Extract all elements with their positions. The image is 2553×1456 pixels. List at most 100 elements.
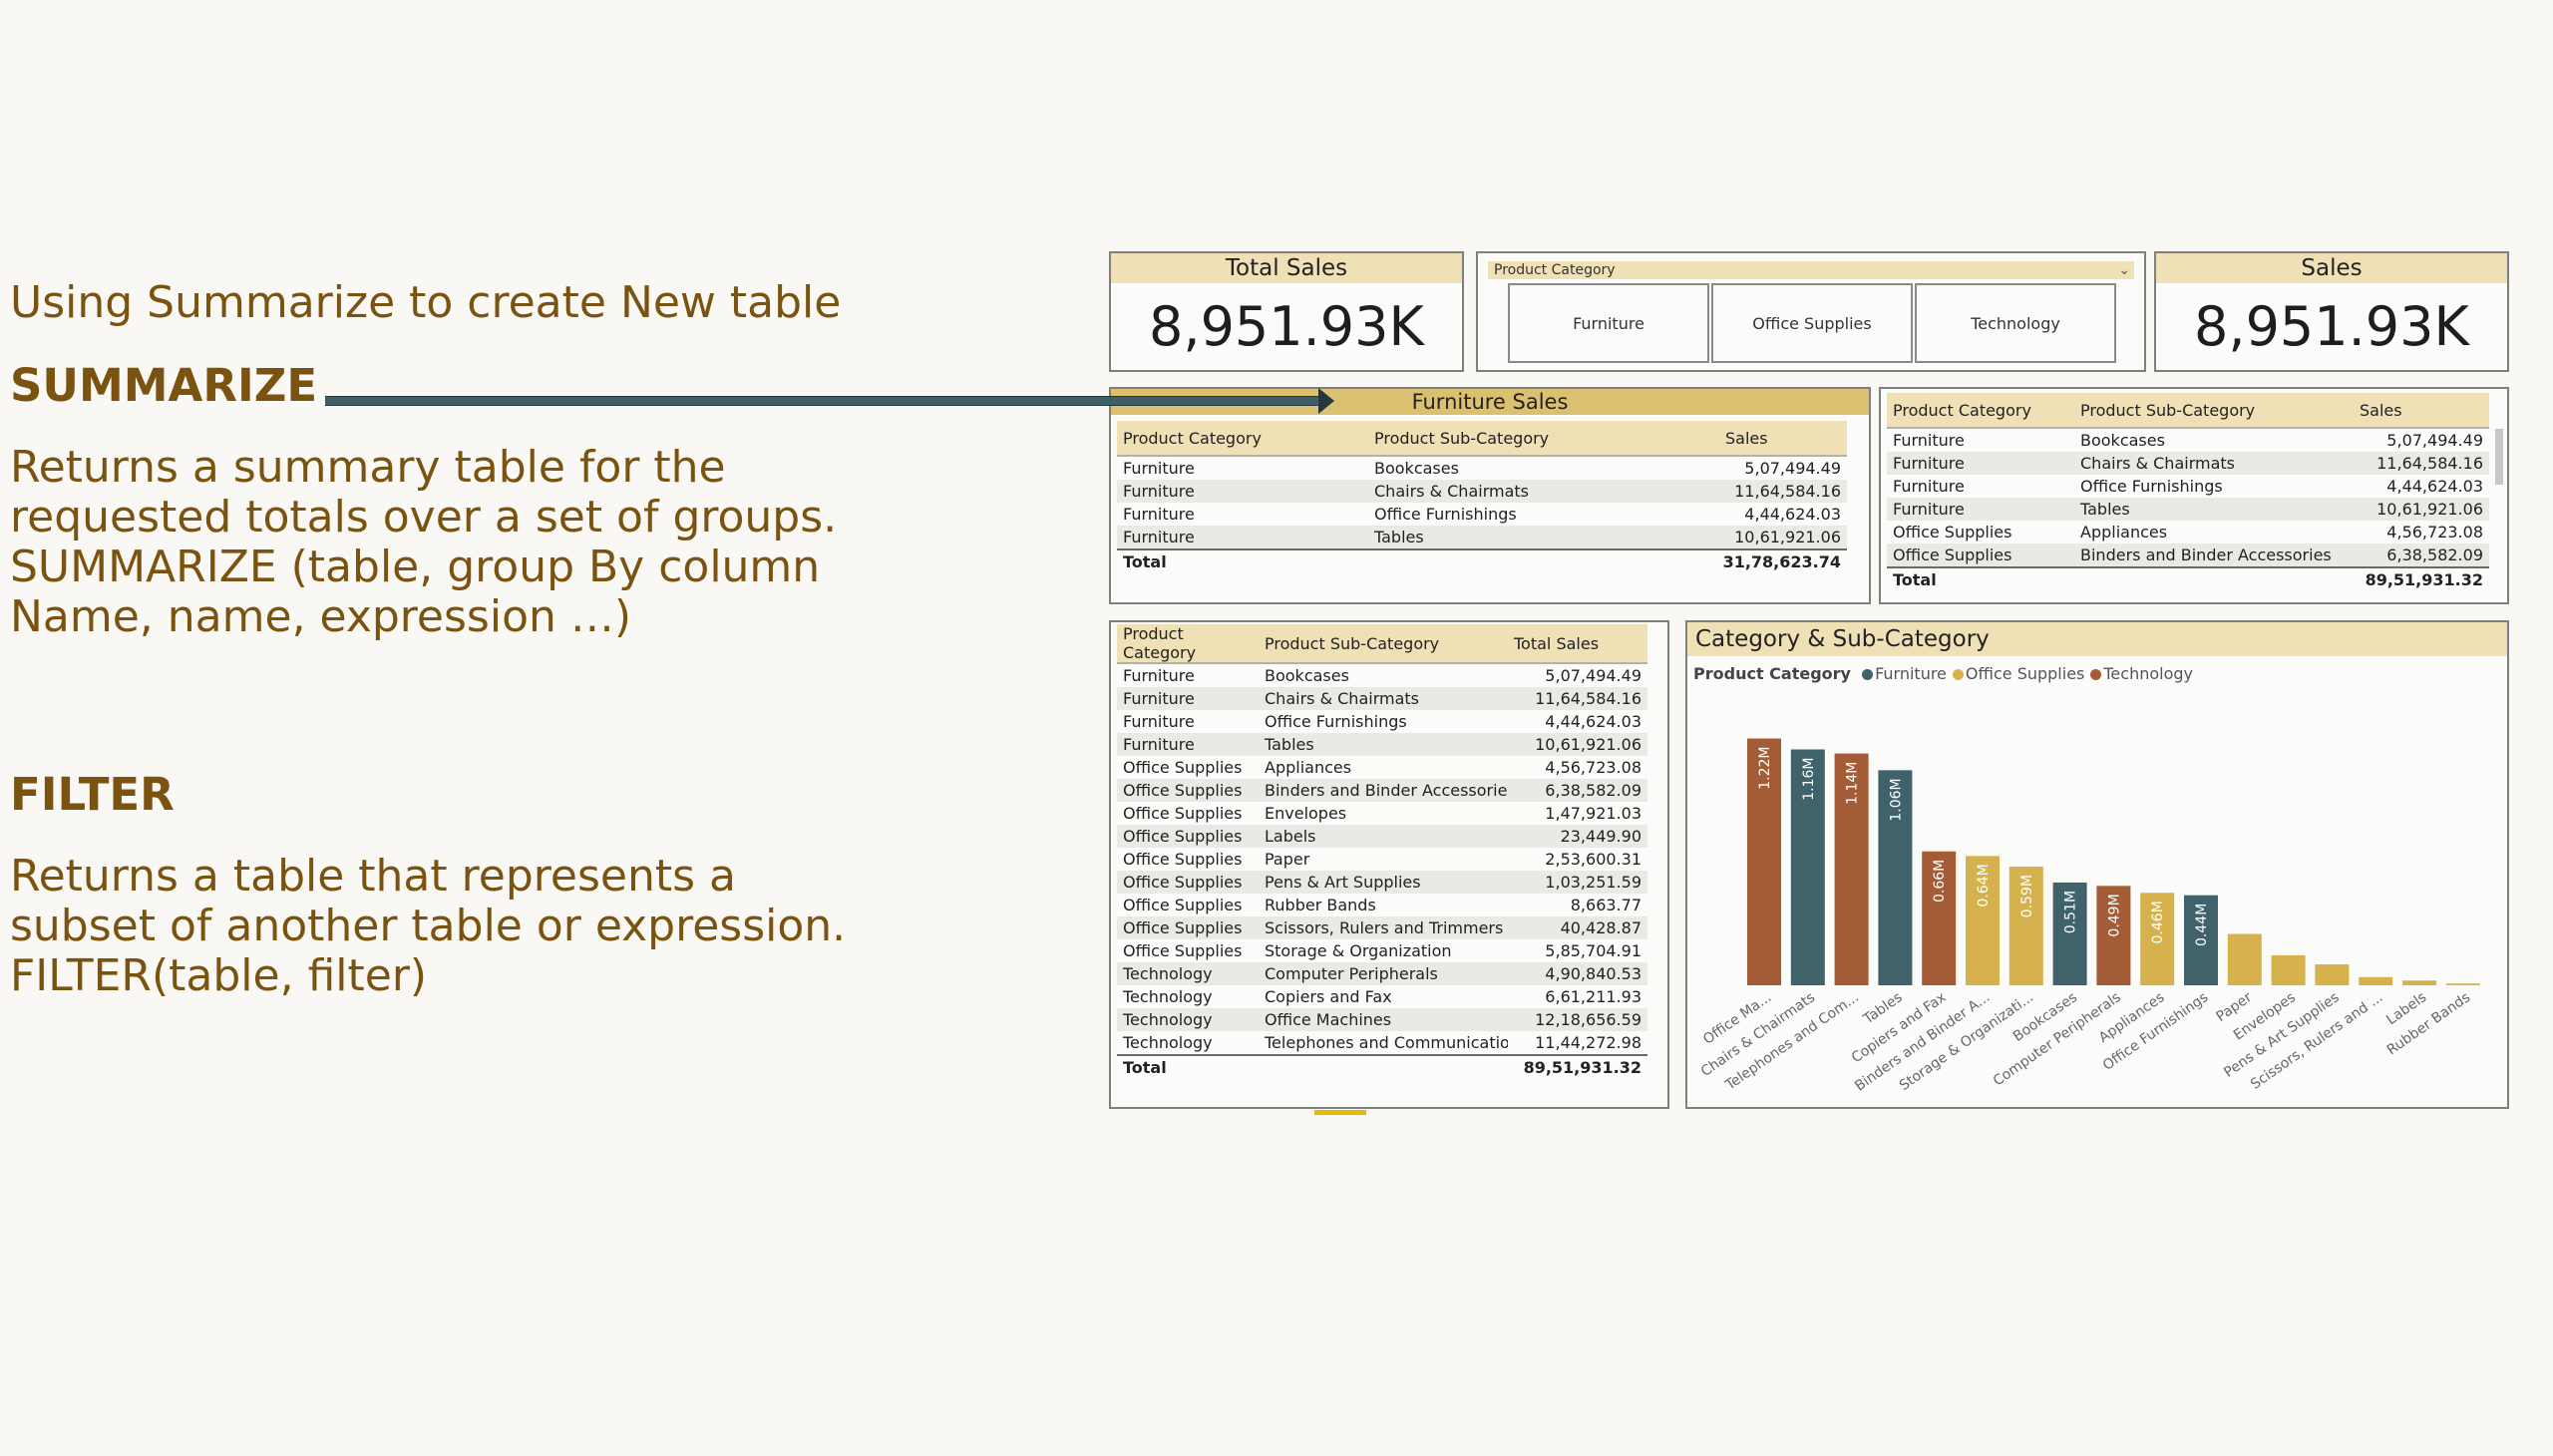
table-row[interactable]: Office Supplies Binders and Binder Access… <box>1117 779 1647 802</box>
slicer-option-technology[interactable]: Technology <box>1915 283 2116 363</box>
table-row[interactable]: Technology Telephones and Communication 11… <box>1117 1031 1647 1055</box>
chart-bar[interactable] <box>1878 770 1913 985</box>
category-sales-visual[interactable]: Product Category Product Sub-Category Sa… <box>1879 387 2509 604</box>
sales-cell: 1,47,921.03 <box>1545 804 1641 823</box>
table-row[interactable]: Furniture Office Furnishings 4,44,624.03 <box>1117 503 1847 526</box>
subcategory-cell: Chairs & Chairmats <box>1368 480 1667 503</box>
chart-bar[interactable] <box>2140 893 2175 985</box>
table-row[interactable]: Furniture Office Furnishings 4,44,624.03 <box>1887 475 2489 498</box>
table-row[interactable]: Furniture Office Furnishings 4,44,624.03 <box>1117 710 1647 733</box>
table-row[interactable]: Office Supplies Appliances 4,56,723.08 <box>1887 521 2489 544</box>
total-row: Total 89,51,931.32 <box>1117 1054 1647 1079</box>
chart-bar[interactable] <box>2052 882 2087 985</box>
chart-bar[interactable] <box>2227 933 2262 985</box>
table-row[interactable]: Furniture Bookcases 5,07,494.49 <box>1117 663 1647 687</box>
category-cell: Office Supplies <box>1887 544 2074 567</box>
total-row: Total 89,51,931.32 <box>1887 566 2489 591</box>
table-row[interactable]: Furniture Tables 10,61,921.06 <box>1887 498 2489 521</box>
chart-bar[interactable] <box>1790 749 1825 985</box>
column-header[interactable]: Sales <box>1667 421 1847 457</box>
category-cell: Technology <box>1123 1033 1213 1052</box>
table-row[interactable]: Office Supplies Paper 2,53,600.31 <box>1117 848 1647 871</box>
table-row[interactable]: Office Supplies Envelopes 1,47,921.03 <box>1117 802 1647 825</box>
filter-description: Returns a table that represents a subset… <box>10 852 846 1001</box>
chart-bar[interactable] <box>2315 964 2350 985</box>
table-row[interactable]: Furniture Bookcases 5,07,494.49 <box>1117 456 1847 480</box>
chart-bar[interactable] <box>1747 738 1781 985</box>
sales-cell: 5,85,704.91 <box>1545 941 1641 960</box>
column-header[interactable]: Total Sales <box>1508 624 1647 664</box>
column-header[interactable]: Product Sub-Category <box>1259 624 1508 664</box>
table-row[interactable]: Furniture Tables 10,61,921.06 <box>1117 733 1647 756</box>
category-cell: Office Supplies <box>1117 871 1259 894</box>
total-value: 89,51,931.32 <box>1508 1054 1647 1079</box>
table-row[interactable]: Office Supplies Pens & Art Supplies 1,03,2… <box>1117 871 1647 894</box>
sales-cell: 4,44,624.03 <box>1545 712 1641 731</box>
subcategory-cell: Rubber Bands <box>1265 896 1376 914</box>
sales-card[interactable]: Sales 8,951.93K <box>2154 251 2509 372</box>
table-row[interactable]: Technology Office Machines 12,18,656.59 <box>1117 1008 1647 1031</box>
data-label: 0.46M <box>2150 901 2166 943</box>
chart-bar[interactable] <box>1922 851 1957 985</box>
category-cell: Furniture <box>1117 687 1259 710</box>
data-label: 1.06M <box>1888 778 1904 821</box>
sales-cell: 23,449.90 <box>1508 825 1647 848</box>
chart-title: Category & Sub-Category <box>1687 622 2507 656</box>
table-row[interactable]: Technology Copiers and Fax 6,61,211.93 <box>1117 985 1647 1008</box>
table-row[interactable]: Office Supplies Appliances 4,56,723.08 <box>1117 756 1647 779</box>
category-cell: Technology <box>1117 962 1259 985</box>
chart-bar[interactable] <box>2008 867 2043 985</box>
category-cell: Furniture <box>1117 526 1368 549</box>
chart-bar[interactable] <box>2096 886 2131 985</box>
data-label: 0.44M <box>2194 904 2210 946</box>
chart-bar[interactable] <box>1834 753 1869 985</box>
chart-bar[interactable] <box>2359 976 2393 985</box>
table-row[interactable]: Furniture Bookcases 5,07,494.49 <box>1887 428 2489 452</box>
table-row[interactable]: Furniture Tables 10,61,921.06 <box>1117 526 1847 549</box>
table-row[interactable]: Office Supplies Storage & Organization 5,8… <box>1117 939 1647 962</box>
table-row[interactable]: Technology Computer Peripherals 4,90,840.5… <box>1117 962 1647 985</box>
total-value: 31,78,623.74 <box>1667 548 1847 573</box>
column-header[interactable]: Product Sub-Category <box>2074 393 2354 429</box>
chart-bar[interactable] <box>2445 983 2480 985</box>
table-row[interactable]: Furniture Chairs & Chairmats 11,64,584.16 <box>1887 452 2489 475</box>
category-cell: Furniture <box>1117 480 1368 503</box>
chart-bar[interactable] <box>2184 895 2218 985</box>
sales-cell: 5,07,494.49 <box>2386 431 2483 450</box>
slicer-header[interactable]: Product Category ⌄ <box>1488 261 2134 279</box>
product-category-slicer[interactable]: Product Category ⌄ Furniture Office Supp… <box>1476 251 2146 372</box>
chart-bar[interactable] <box>2402 980 2436 985</box>
chart-bar[interactable] <box>2271 954 2306 985</box>
table-row[interactable]: Office Supplies Labels 23,449.90 <box>1117 825 1647 848</box>
arrow-head-icon <box>1318 388 1334 414</box>
table-row[interactable]: Office Supplies Rubber Bands 8,663.77 <box>1117 894 1647 916</box>
table-row[interactable]: Office Supplies Scissors, Rulers and Trim… <box>1117 916 1647 939</box>
column-header[interactable]: Sales <box>2354 393 2489 429</box>
table-row[interactable]: Furniture Chairs & Chairmats 11,64,584.16 <box>1117 480 1847 503</box>
vertical-scrollbar[interactable] <box>2495 429 2503 485</box>
column-header[interactable]: Product Category <box>1887 393 2074 429</box>
total-row: Total 31,78,623.74 <box>1117 548 1847 573</box>
sales-cell: 4,56,723.08 <box>1545 758 1641 777</box>
slicer-option-office-supplies[interactable]: Office Supplies <box>1711 283 1913 363</box>
furniture-sales-visual[interactable]: Furniture Sales Product Category Product… <box>1109 387 1871 604</box>
category-subcategory-chart[interactable]: Category & Sub-Category Product Category… <box>1685 620 2509 1109</box>
summary-table-visual[interactable]: Product Category Product Sub-Category To… <box>1109 620 1669 1109</box>
column-header[interactable]: Product Category <box>1117 624 1259 664</box>
subcategory-cell: Labels <box>1259 825 1508 848</box>
page-tab-indicator[interactable] <box>1314 1110 1366 1115</box>
chart-bar[interactable] <box>1966 856 2000 985</box>
category-sales-table: Product Category Product Sub-Category Sa… <box>1887 393 2489 591</box>
summary-table: Product Category Product Sub-Category To… <box>1117 624 1647 1079</box>
chevron-down-icon[interactable]: ⌄ <box>2118 262 2130 278</box>
table-row[interactable]: Office Supplies Binders and Binder Access… <box>1887 544 2489 567</box>
table-row[interactable]: Furniture Chairs & Chairmats 11,64,584.16 <box>1117 687 1647 710</box>
legend-item-furniture[interactable]: Furniture <box>1875 664 1947 683</box>
slicer-option-furniture[interactable]: Furniture <box>1508 283 1709 363</box>
column-header[interactable]: Product Category <box>1117 421 1368 457</box>
legend-item-technology[interactable]: Technology <box>2103 664 2193 683</box>
legend-item-office-supplies[interactable]: Office Supplies <box>1965 664 2085 683</box>
subcategory-cell: Binders and Binder Accessories <box>2074 544 2354 567</box>
total-sales-card[interactable]: Total Sales 8,951.93K <box>1109 251 1464 372</box>
column-header[interactable]: Product Sub-Category <box>1368 421 1667 457</box>
